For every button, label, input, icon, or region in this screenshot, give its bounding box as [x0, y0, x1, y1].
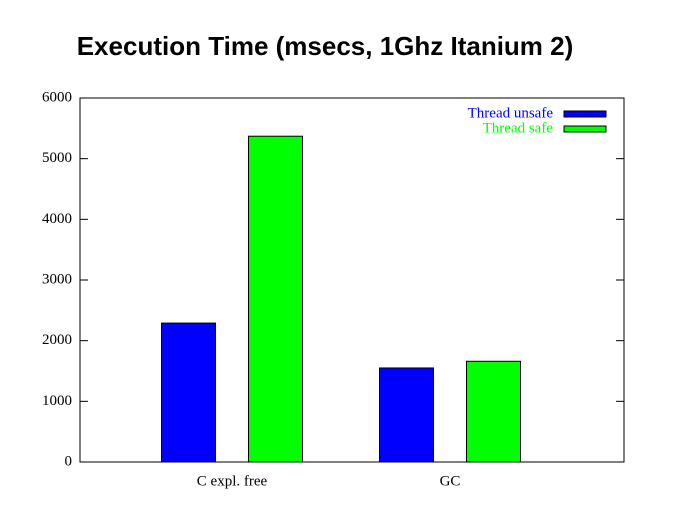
x-tick-label: C expl. free — [197, 473, 268, 489]
y-tick-label: 0 — [65, 453, 73, 469]
x-tick-label: GC — [440, 473, 461, 489]
bar — [248, 135, 303, 463]
bar — [379, 367, 434, 463]
legend-label: Thread safe — [483, 120, 554, 136]
y-tick-label: 6000 — [42, 89, 72, 105]
y-tick-label: 1000 — [42, 393, 72, 409]
bar — [466, 360, 521, 463]
y-tick-label: 5000 — [42, 150, 72, 166]
bar — [161, 322, 216, 463]
y-tick-label: 2000 — [42, 332, 72, 348]
chart-title: Execution Time (msecs, 1Ghz Itanium 2) — [77, 31, 574, 61]
y-tick-label: 3000 — [42, 271, 72, 287]
legend-swatch — [563, 125, 607, 133]
legend-swatch — [563, 110, 607, 118]
y-tick-label: 4000 — [42, 211, 72, 227]
legend-label: Thread unsafe — [468, 105, 554, 121]
